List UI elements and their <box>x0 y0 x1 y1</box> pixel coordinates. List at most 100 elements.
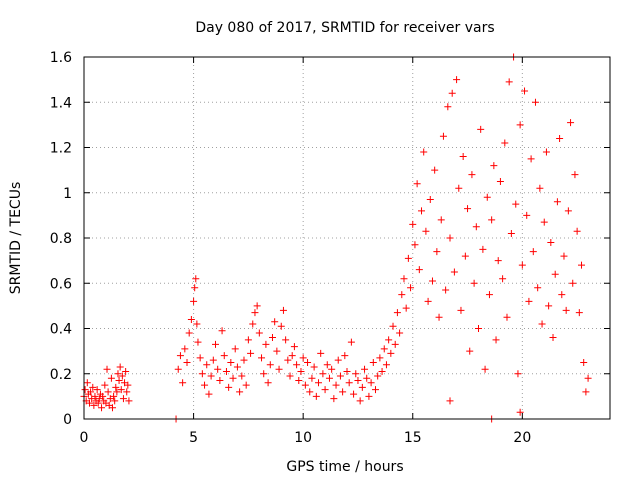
data-points <box>80 53 592 423</box>
data-point <box>553 198 561 206</box>
data-point <box>293 361 301 369</box>
data-point <box>549 334 557 342</box>
data-point <box>179 379 187 387</box>
data-point <box>450 268 458 276</box>
data-point <box>328 365 336 373</box>
data-point <box>242 381 250 389</box>
data-point <box>101 381 109 389</box>
data-point <box>275 365 283 373</box>
data-point <box>556 134 564 142</box>
data-point <box>393 309 401 317</box>
data-point <box>203 361 211 369</box>
chart-title: Day 080 of 2017, SRMTID for receiver var… <box>195 20 494 36</box>
data-point <box>205 390 213 398</box>
plot-frame <box>83 56 611 420</box>
data-point <box>464 205 472 213</box>
x-tick-label: 0 <box>80 430 89 446</box>
data-point <box>114 370 122 378</box>
data-point <box>286 372 294 380</box>
data-point <box>409 220 417 228</box>
data-point <box>122 367 130 375</box>
data-point <box>374 372 382 380</box>
data-point <box>361 365 369 373</box>
data-point <box>236 388 244 396</box>
data-point <box>107 374 115 382</box>
data-point <box>271 318 279 326</box>
data-point <box>312 392 320 400</box>
data-point <box>418 207 426 215</box>
x-tick-label: 10 <box>294 430 312 446</box>
data-point <box>334 356 342 364</box>
data-point <box>518 261 526 269</box>
data-point <box>536 184 544 192</box>
data-point <box>341 352 349 360</box>
data-point <box>562 306 570 314</box>
data-point <box>367 379 375 387</box>
data-point <box>108 404 116 412</box>
data-point <box>317 349 325 357</box>
data-point <box>507 229 515 237</box>
data-point <box>402 304 410 312</box>
data-point <box>207 372 215 380</box>
data-point <box>547 239 555 247</box>
data-point <box>112 383 120 391</box>
data-point <box>551 270 559 278</box>
data-point <box>470 279 478 287</box>
data-point <box>365 392 373 400</box>
data-point <box>534 284 542 292</box>
data-point <box>378 367 386 375</box>
data-point <box>542 148 550 156</box>
data-point <box>238 372 246 380</box>
data-point <box>83 379 91 387</box>
data-point <box>415 266 423 274</box>
data-point <box>284 356 292 364</box>
data-point <box>453 76 461 84</box>
data-point <box>185 329 193 337</box>
data-point <box>229 374 237 382</box>
data-point <box>376 354 384 362</box>
data-point <box>111 397 119 405</box>
data-point <box>273 347 281 355</box>
data-point <box>336 372 344 380</box>
data-point <box>290 343 298 351</box>
x-tick-label: 20 <box>513 430 531 446</box>
data-point <box>260 370 268 378</box>
data-point <box>125 397 133 405</box>
data-point <box>492 336 500 344</box>
grid-lines <box>84 57 610 419</box>
data-point <box>174 365 182 373</box>
data-point <box>371 386 379 394</box>
data-point <box>446 234 454 242</box>
data-point <box>352 370 360 378</box>
data-point <box>117 386 125 394</box>
data-point <box>310 363 318 371</box>
data-point <box>363 374 371 382</box>
data-point <box>538 320 546 328</box>
data-point <box>218 327 226 335</box>
data-point <box>339 388 347 396</box>
data-point <box>277 322 285 330</box>
data-point <box>369 358 377 366</box>
data-point <box>91 392 99 400</box>
data-point <box>389 322 397 330</box>
data-point <box>209 356 217 364</box>
data-point <box>325 374 333 382</box>
data-point <box>499 275 507 283</box>
data-point <box>194 338 202 346</box>
data-point <box>233 363 241 371</box>
data-point <box>103 365 111 373</box>
data-point <box>90 401 98 409</box>
data-point <box>198 370 206 378</box>
data-point <box>93 386 101 394</box>
data-point <box>580 358 588 366</box>
data-point <box>505 78 513 86</box>
data-point <box>123 388 131 396</box>
data-point <box>501 139 509 147</box>
data-point <box>183 358 191 366</box>
data-point <box>442 286 450 294</box>
data-point <box>516 408 524 416</box>
data-point <box>529 248 537 256</box>
data-point <box>297 367 305 375</box>
data-point <box>575 309 583 317</box>
data-point <box>446 397 454 405</box>
